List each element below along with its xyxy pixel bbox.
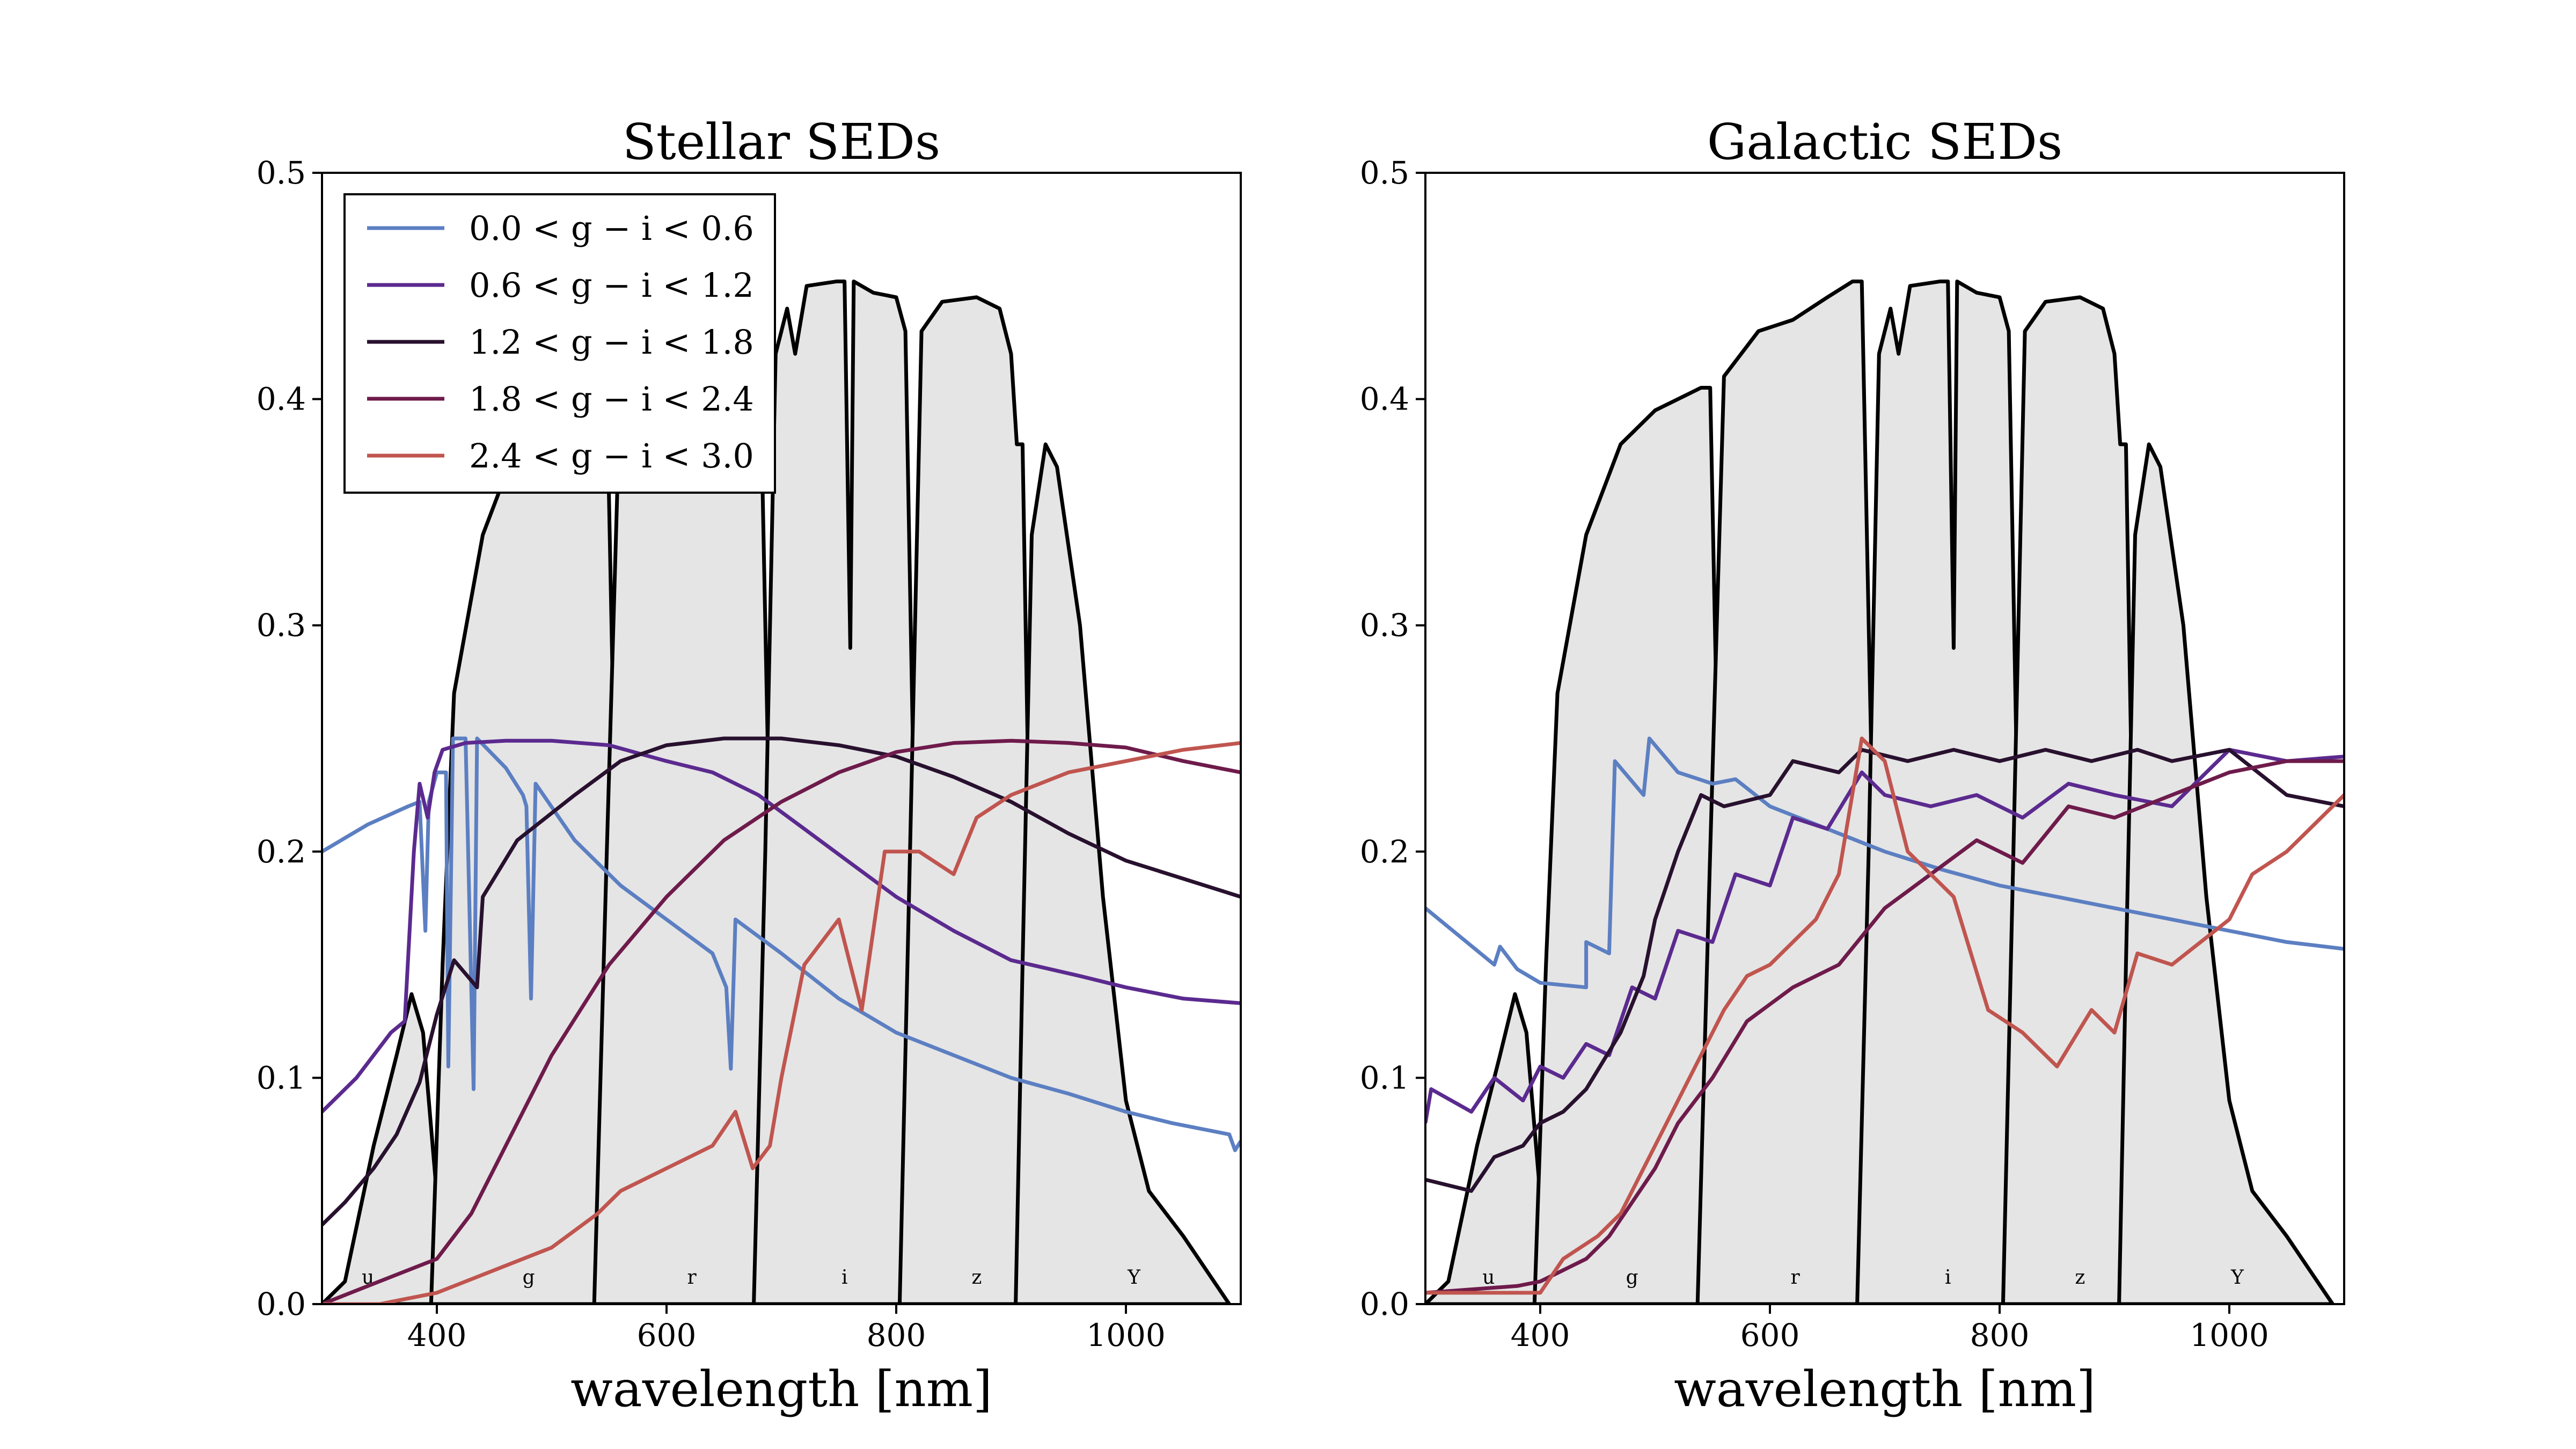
x-axis-label: wavelength [nm] [1674,1360,2096,1418]
y-tick-label: 0.1 [1360,1059,1409,1096]
filter-label-z: z [971,1267,982,1289]
filter-label-r: r [687,1267,697,1289]
x-tick-label: 800 [867,1317,926,1353]
y-tick-label: 0.3 [1360,607,1409,643]
legend-entry: 1.2 < g − i < 1.8 [469,323,754,362]
x-tick-label: 400 [1511,1317,1570,1353]
series-line-4 [322,738,1241,1304]
x-axis-label: wavelength [nm] [570,1360,992,1418]
y-tick-label: 0.4 [1360,381,1409,418]
filter-curve-i [752,279,927,1304]
filter-curve-y [2117,442,2335,1304]
legend-entry: 2.4 < g − i < 3.0 [469,436,754,475]
galactic-seds-panel: u g r i z Y 400 600 800 1000 0.0 0.1 0.2 0.3 0.4 0.5 G… [1360,113,2345,1418]
filter-curve-u [1425,992,1552,1304]
filter-label-y: Y [1127,1267,1141,1289]
x-tick-label: 1000 [2190,1317,2269,1353]
filter-curve-i [1855,279,2030,1304]
filter-label-z: z [2075,1267,2085,1289]
y-tick-label: 0.2 [1360,833,1409,870]
filter-curve-r [1695,279,1885,1304]
y-tick-label: 0.2 [257,833,306,870]
x-tick-label: 1000 [1086,1317,1166,1353]
legend-entry: 0.6 < g − i < 1.2 [469,266,754,305]
filter-curve-z [2001,295,2140,1304]
series-line-1 [1425,736,2344,990]
filter-label-u: u [1482,1267,1495,1289]
series-line-3 [322,736,1241,1226]
filter-label-g: g [523,1267,535,1289]
legend-entry: 0.0 < g − i < 0.6 [469,209,754,248]
legend-entry: 1.8 < g − i < 2.4 [469,379,754,419]
filter-label-r: r [1790,1267,1800,1289]
x-tick-label: 400 [407,1317,467,1353]
series-line-5 [1425,736,2344,1295]
chart-title: Stellar SEDs [623,113,941,171]
filter-label-g: g [1626,1267,1638,1289]
filter-label-i: i [1945,1267,1951,1289]
x-tick-label: 600 [637,1317,697,1353]
y-tick-label: 0.0 [1360,1286,1409,1322]
plot-frame [1424,172,2345,1305]
plot-frame [321,172,1242,1305]
y-tick-label: 0.5 [1360,155,1409,191]
series-line-3 [1425,748,2344,1193]
series-line-2 [322,738,1241,1114]
series-line-4 [1425,759,2344,1295]
x-tick-label: 600 [1740,1317,1800,1353]
y-tick-label: 0.4 [257,381,306,418]
x-tick-label: 800 [1970,1317,2030,1353]
filter-label-i: i [841,1267,848,1289]
y-tick-label: 0.0 [257,1286,306,1322]
y-tick-label: 0.5 [257,155,306,191]
legend: 0.0 < g − i < 0.6 0.6 < g − i < 1.2 1.2 < … [343,193,776,494]
chart-title: Galactic SEDs [1707,113,2062,171]
filter-label-y: Y [2230,1267,2244,1289]
series-line-5 [322,741,1241,1304]
filter-curve-z [897,295,1036,1304]
series-line-2 [1425,748,2344,1124]
filter-curve-y [1014,442,1232,1304]
y-tick-label: 0.3 [257,607,306,643]
y-tick-label: 0.1 [257,1059,306,1096]
